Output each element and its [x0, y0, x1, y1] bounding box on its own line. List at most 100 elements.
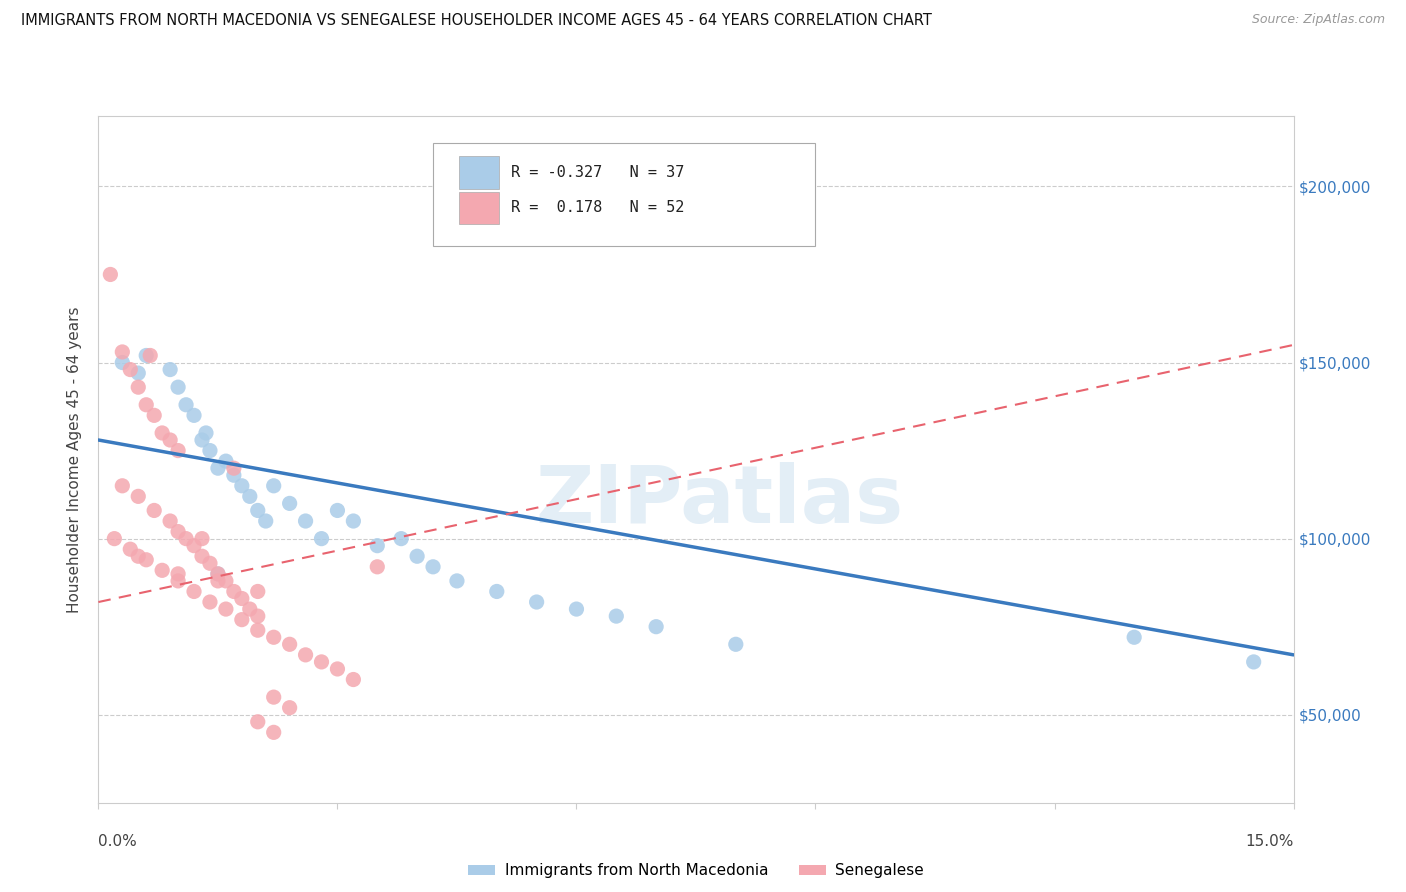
Point: [294, 514, 316, 528]
Point: [246, 624, 269, 638]
Point: [127, 549, 149, 564]
Point: [207, 574, 229, 588]
Point: [167, 574, 190, 588]
Point: [326, 662, 349, 676]
Text: IMMIGRANTS FROM NORTH MACEDONIA VS SENEGALESE HOUSEHOLDER INCOME AGES 45 - 64 YE: IMMIGRANTS FROM NORTH MACEDONIA VS SENEG…: [21, 13, 932, 29]
Point: [254, 514, 277, 528]
Point: [111, 355, 134, 369]
Point: [389, 532, 412, 546]
Point: [605, 609, 627, 624]
Point: [342, 673, 364, 687]
Point: [278, 496, 301, 510]
Point: [446, 574, 468, 588]
Point: [150, 425, 173, 440]
Point: [111, 479, 134, 493]
Point: [246, 714, 269, 729]
Point: [143, 503, 166, 517]
Point: [103, 532, 125, 546]
Point: [135, 349, 157, 363]
Point: [246, 609, 269, 624]
Point: [342, 514, 364, 528]
Point: [207, 461, 229, 475]
Point: [174, 532, 197, 546]
Point: [422, 559, 444, 574]
Point: [167, 443, 190, 458]
Y-axis label: Householder Income Ages 45 - 64 years: Householder Income Ages 45 - 64 years: [67, 306, 83, 613]
Point: [135, 398, 157, 412]
Point: [485, 584, 508, 599]
Point: [406, 549, 429, 564]
Point: [263, 690, 285, 705]
Point: [111, 345, 134, 359]
Point: [263, 725, 285, 739]
Point: [207, 566, 229, 581]
Point: [326, 503, 349, 517]
Point: [167, 566, 190, 581]
Point: [239, 602, 262, 616]
Point: [191, 549, 214, 564]
Point: [1123, 630, 1146, 644]
Point: [215, 454, 238, 468]
Point: [311, 532, 333, 546]
Text: R =  0.178   N = 52: R = 0.178 N = 52: [510, 201, 685, 216]
Point: [239, 489, 262, 503]
Point: [127, 380, 149, 394]
Point: [222, 468, 245, 483]
Point: [215, 602, 238, 616]
Point: [98, 268, 122, 282]
Point: [222, 584, 245, 599]
Point: [231, 591, 253, 606]
Point: [143, 409, 166, 423]
Point: [139, 349, 162, 363]
Point: [215, 574, 238, 588]
Point: [263, 479, 285, 493]
Point: [135, 553, 157, 567]
Point: [278, 637, 301, 651]
Text: 15.0%: 15.0%: [1246, 834, 1294, 848]
FancyBboxPatch shape: [460, 156, 499, 189]
Point: [724, 637, 747, 651]
Point: [207, 566, 229, 581]
Point: [198, 443, 221, 458]
Text: R = -0.327   N = 37: R = -0.327 N = 37: [510, 165, 685, 180]
Point: [366, 559, 388, 574]
Point: [183, 584, 205, 599]
Point: [231, 613, 253, 627]
Point: [231, 479, 253, 493]
Point: [645, 620, 668, 634]
Text: 0.0%: 0.0%: [98, 834, 138, 848]
Point: [167, 380, 190, 394]
Point: [191, 433, 214, 447]
Point: [246, 584, 269, 599]
Point: [127, 489, 149, 503]
Point: [195, 425, 218, 440]
Point: [198, 556, 221, 570]
Legend: Immigrants from North Macedonia, Senegalese: Immigrants from North Macedonia, Senegal…: [461, 857, 931, 885]
Point: [263, 630, 285, 644]
Text: Source: ZipAtlas.com: Source: ZipAtlas.com: [1251, 13, 1385, 27]
FancyBboxPatch shape: [433, 144, 815, 246]
Point: [246, 503, 269, 517]
Point: [311, 655, 333, 669]
Point: [294, 648, 316, 662]
Point: [120, 542, 142, 557]
Point: [159, 433, 181, 447]
Point: [1243, 655, 1265, 669]
Point: [174, 398, 197, 412]
Point: [159, 514, 181, 528]
Point: [278, 700, 301, 714]
Point: [198, 595, 221, 609]
Point: [183, 539, 205, 553]
Point: [191, 532, 214, 546]
Point: [127, 366, 149, 380]
Point: [526, 595, 548, 609]
Point: [183, 409, 205, 423]
Point: [167, 524, 190, 539]
Point: [222, 461, 245, 475]
Point: [120, 362, 142, 376]
Text: ZIPatlas: ZIPatlas: [536, 461, 904, 540]
Point: [366, 539, 388, 553]
Point: [150, 563, 173, 577]
FancyBboxPatch shape: [460, 192, 499, 225]
Point: [159, 362, 181, 376]
